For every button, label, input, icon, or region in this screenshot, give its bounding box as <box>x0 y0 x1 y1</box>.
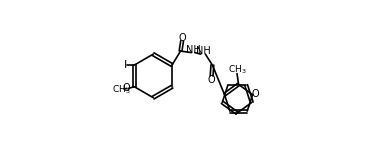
Text: I: I <box>124 60 127 70</box>
Text: O: O <box>123 83 131 93</box>
Text: O: O <box>251 89 259 99</box>
Text: CH$_3$: CH$_3$ <box>112 84 131 96</box>
Text: NH: NH <box>196 46 211 56</box>
Text: NH: NH <box>186 45 201 55</box>
Text: O: O <box>178 33 186 43</box>
Text: O: O <box>208 75 215 85</box>
Text: CH$_3$: CH$_3$ <box>228 63 246 76</box>
